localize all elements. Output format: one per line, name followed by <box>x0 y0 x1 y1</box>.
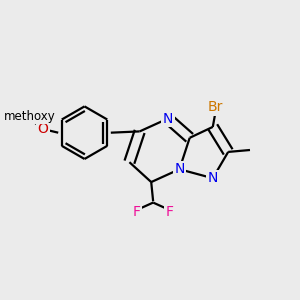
Text: N: N <box>163 112 173 126</box>
Text: methoxy: methoxy <box>4 110 55 122</box>
Text: Br: Br <box>208 100 223 114</box>
Text: N: N <box>174 162 184 176</box>
Text: F: F <box>133 205 140 219</box>
Text: N: N <box>208 171 218 185</box>
Text: O: O <box>38 122 48 136</box>
Text: F: F <box>166 205 174 219</box>
